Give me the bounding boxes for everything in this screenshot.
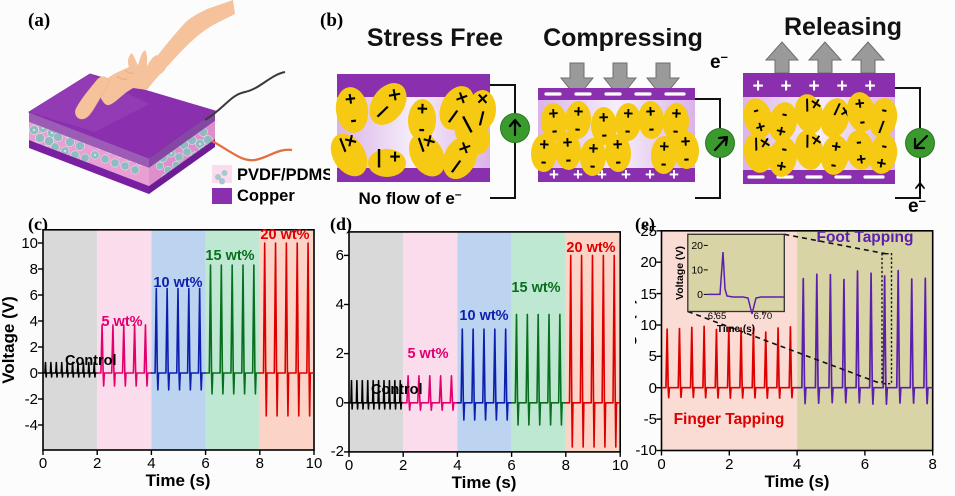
svg-text:0: 0 xyxy=(30,365,38,382)
svg-text:10 wt%: 10 wt% xyxy=(459,308,508,324)
svg-text:10: 10 xyxy=(21,235,38,252)
svg-text:0: 0 xyxy=(336,394,344,411)
svg-text:8: 8 xyxy=(30,261,38,278)
svg-text:6: 6 xyxy=(201,455,209,472)
svg-text:-10: -10 xyxy=(635,442,657,459)
svg-text:Releasing: Releasing xyxy=(784,13,902,41)
svg-text:Time (s): Time (s) xyxy=(765,472,830,491)
svg-text:5: 5 xyxy=(649,348,657,365)
svg-text:8: 8 xyxy=(929,456,937,473)
svg-text:-: - xyxy=(615,152,621,171)
svg-text:-2: -2 xyxy=(331,443,344,460)
svg-text:Finger Tapping: Finger Tapping xyxy=(674,411,785,428)
svg-text:e–: e– xyxy=(908,193,926,212)
svg-text:Compressing: Compressing xyxy=(543,24,703,52)
svg-text:5 wt%: 5 wt% xyxy=(101,314,142,330)
svg-text:Time (s): Time (s) xyxy=(146,471,211,490)
svg-text:Control: Control xyxy=(65,353,117,369)
svg-text:PVDF/PDMS: PVDF/PDMS xyxy=(237,166,330,184)
svg-text:4: 4 xyxy=(30,313,38,330)
svg-text:2: 2 xyxy=(725,456,733,473)
svg-text:e–: e– xyxy=(710,49,728,73)
svg-text:20: 20 xyxy=(640,254,657,271)
svg-text:6.65: 6.65 xyxy=(708,311,727,322)
svg-text:Time (s): Time (s) xyxy=(452,473,517,492)
svg-text:0: 0 xyxy=(39,455,47,472)
svg-text:+: + xyxy=(645,165,655,184)
svg-text:-5: -5 xyxy=(644,411,657,428)
svg-text:Voltage (V): Voltage (V) xyxy=(674,246,686,300)
svg-text:-: - xyxy=(661,154,667,173)
svg-text:6: 6 xyxy=(507,457,515,474)
svg-text:4: 4 xyxy=(793,456,801,473)
svg-text:8: 8 xyxy=(256,455,264,472)
svg-text:Voltage (V): Voltage (V) xyxy=(635,298,637,386)
svg-text:8: 8 xyxy=(562,457,570,474)
svg-text:+: + xyxy=(752,76,763,97)
svg-text:4: 4 xyxy=(147,455,155,472)
svg-text:4: 4 xyxy=(453,457,461,474)
svg-text:Copper: Copper xyxy=(237,187,295,205)
svg-text:Voltage (V): Voltage (V) xyxy=(0,296,18,384)
svg-text:-: - xyxy=(625,121,631,140)
svg-text:0: 0 xyxy=(657,456,665,473)
svg-text:4: 4 xyxy=(336,296,344,313)
svg-text:-: - xyxy=(589,156,596,175)
svg-text:+: + xyxy=(836,76,847,97)
svg-text:15: 15 xyxy=(640,286,657,303)
svg-text:10: 10 xyxy=(612,457,629,474)
svg-text:No flow of e–: No flow of e– xyxy=(358,187,461,208)
svg-text:-: - xyxy=(565,150,572,169)
svg-text:-2: -2 xyxy=(25,391,38,408)
svg-text:-: - xyxy=(683,149,690,168)
svg-text:10: 10 xyxy=(640,317,657,334)
svg-text:+: + xyxy=(780,76,791,97)
svg-text:Time (s): Time (s) xyxy=(717,324,755,335)
svg-text:6: 6 xyxy=(30,287,38,304)
svg-text:10 wt%: 10 wt% xyxy=(153,275,202,291)
svg-text:10: 10 xyxy=(306,455,323,472)
svg-text:0: 0 xyxy=(345,457,353,474)
svg-text:+: + xyxy=(573,165,583,184)
svg-text:-: - xyxy=(648,119,655,138)
svg-text:Control: Control xyxy=(371,382,423,398)
svg-text:15 wt%: 15 wt% xyxy=(205,248,254,264)
svg-text:15 wt%: 15 wt% xyxy=(511,280,560,296)
svg-text:+: + xyxy=(416,99,428,120)
svg-text:-4: -4 xyxy=(25,417,38,434)
svg-text:2: 2 xyxy=(399,457,407,474)
svg-text:20 wt%: 20 wt% xyxy=(566,240,615,256)
svg-text:Stress Free: Stress Free xyxy=(367,24,503,52)
svg-text:-: - xyxy=(574,119,581,138)
svg-text:0: 0 xyxy=(649,380,657,397)
svg-text:5 wt%: 5 wt% xyxy=(407,346,448,362)
svg-text:10: 10 xyxy=(691,265,703,277)
svg-text:20: 20 xyxy=(691,240,703,252)
svg-text:20 wt%: 20 wt% xyxy=(260,227,309,243)
svg-text:0: 0 xyxy=(697,289,703,301)
svg-text:2: 2 xyxy=(30,339,38,356)
svg-text:|: | xyxy=(376,147,381,168)
svg-text:25: 25 xyxy=(640,223,657,240)
svg-text:+: + xyxy=(864,76,875,97)
svg-text:×: × xyxy=(476,89,488,111)
svg-text:6: 6 xyxy=(861,456,869,473)
svg-text:-: - xyxy=(541,152,547,171)
svg-text:6: 6 xyxy=(336,247,344,264)
svg-text:-: - xyxy=(601,125,607,144)
svg-text:2: 2 xyxy=(93,455,101,472)
svg-text:+: + xyxy=(389,147,400,168)
svg-text:2: 2 xyxy=(336,345,344,362)
